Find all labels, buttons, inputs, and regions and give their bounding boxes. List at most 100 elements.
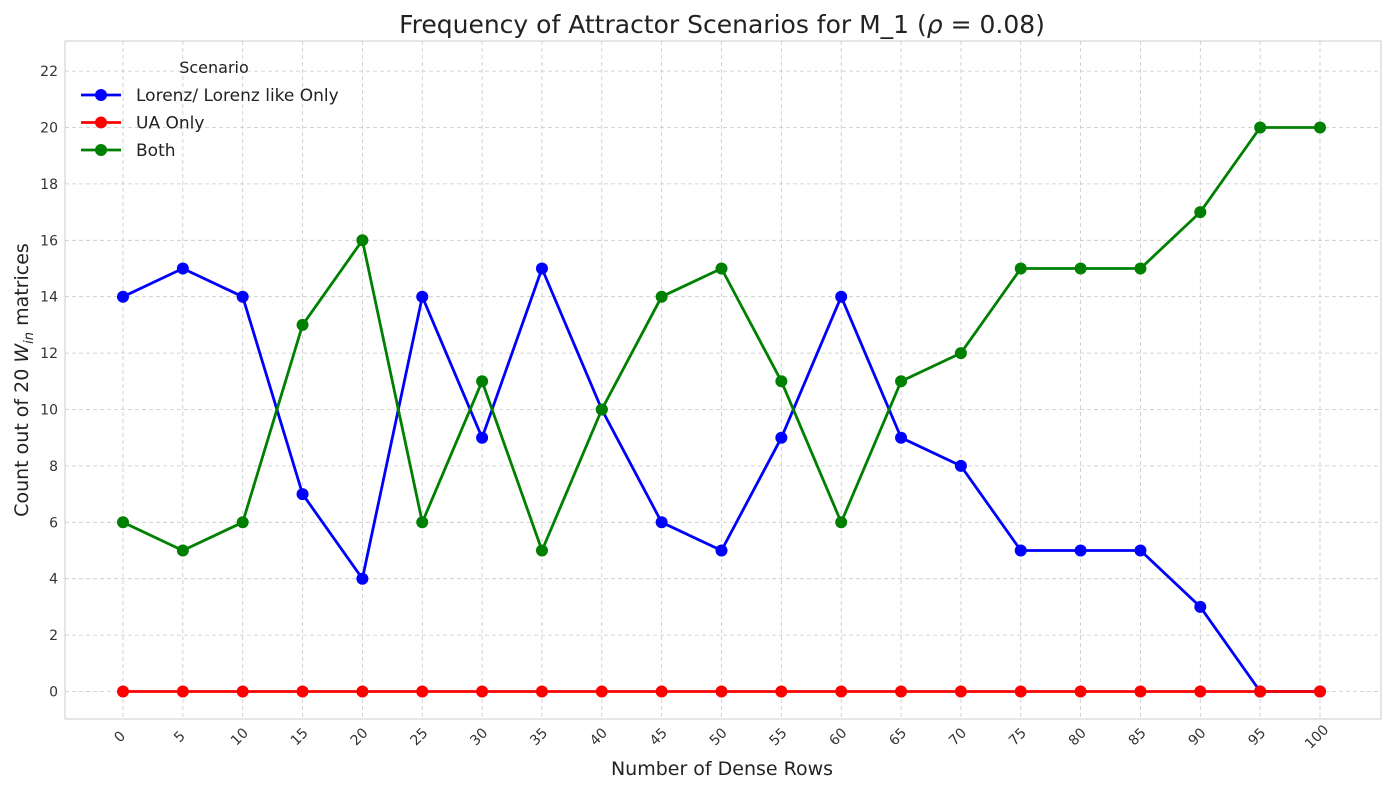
data-point bbox=[356, 572, 369, 585]
data-point bbox=[535, 685, 548, 698]
grid bbox=[65, 41, 1381, 719]
data-point bbox=[416, 685, 429, 698]
data-point bbox=[1194, 600, 1207, 613]
x-axis-label: Number of Dense Rows bbox=[611, 758, 833, 780]
x-tick-label: 50 bbox=[707, 725, 731, 749]
data-point bbox=[655, 685, 668, 698]
legend-marker bbox=[95, 89, 107, 101]
data-point bbox=[296, 318, 309, 331]
data-point bbox=[535, 262, 548, 275]
series-lines bbox=[117, 121, 1326, 698]
data-point bbox=[476, 375, 489, 388]
data-point bbox=[1134, 262, 1147, 275]
data-point bbox=[775, 375, 788, 388]
data-point bbox=[1074, 544, 1087, 557]
data-point bbox=[1194, 685, 1207, 698]
data-point bbox=[476, 431, 489, 444]
data-point bbox=[176, 262, 189, 275]
legend-marker bbox=[95, 144, 107, 156]
y-axis-label: Count out of 20 Win matrices bbox=[11, 243, 37, 517]
x-tick-label: 0 bbox=[111, 728, 129, 746]
x-tick-label: 65 bbox=[886, 725, 910, 749]
data-point bbox=[236, 290, 249, 303]
y-tick-label: 18 bbox=[40, 177, 58, 193]
data-point bbox=[1014, 544, 1027, 557]
x-tick-label: 85 bbox=[1126, 725, 1150, 749]
legend-label: UA Only bbox=[136, 114, 204, 134]
data-point bbox=[1074, 262, 1087, 275]
x-tick-label: 10 bbox=[228, 725, 252, 749]
y-tick-label: 16 bbox=[40, 233, 58, 249]
plot-area bbox=[64, 40, 1382, 720]
x-tick-label: 60 bbox=[826, 725, 850, 749]
data-point bbox=[835, 290, 848, 303]
data-point bbox=[954, 347, 967, 360]
x-tick-label: 20 bbox=[348, 725, 372, 749]
data-point bbox=[775, 431, 788, 444]
data-point bbox=[895, 431, 908, 444]
legend: Scenario Lorenz/ Lorenz like Only UA Only… bbox=[81, 58, 339, 161]
x-tick-label: 35 bbox=[527, 725, 551, 749]
data-point bbox=[117, 290, 129, 303]
x-tick-label: 5 bbox=[171, 728, 189, 746]
data-point bbox=[535, 544, 548, 557]
legend-item: Both bbox=[81, 141, 176, 161]
data-point bbox=[954, 459, 967, 472]
y-tick-label: 6 bbox=[49, 515, 58, 531]
data-point bbox=[476, 685, 489, 698]
data-point bbox=[595, 685, 608, 698]
data-point bbox=[1314, 121, 1326, 134]
data-point bbox=[835, 516, 848, 529]
legend-marker bbox=[95, 116, 107, 129]
legend-label: Lorenz/ Lorenz like Only bbox=[136, 86, 339, 106]
y-tick-label: 20 bbox=[40, 121, 58, 137]
data-point bbox=[715, 262, 728, 275]
y-tick-label: 22 bbox=[40, 64, 58, 80]
data-point bbox=[1134, 685, 1147, 698]
chart-title: Frequency of Attractor Scenarios for M_1… bbox=[399, 10, 1045, 39]
legend-item: UA Only bbox=[81, 114, 204, 134]
data-point bbox=[1014, 685, 1027, 698]
data-point bbox=[655, 516, 668, 529]
x-tick-label: 30 bbox=[467, 725, 491, 749]
legend-label: Both bbox=[136, 141, 176, 161]
series-1 bbox=[117, 685, 1326, 698]
data-point bbox=[954, 685, 967, 698]
data-point bbox=[296, 685, 309, 698]
x-tick-label: 80 bbox=[1066, 725, 1090, 749]
legend-title: Scenario bbox=[179, 58, 249, 77]
legend-item: Lorenz/ Lorenz like Only bbox=[81, 86, 339, 106]
series-2 bbox=[117, 121, 1326, 557]
data-point bbox=[1194, 206, 1207, 219]
x-tick-label: 70 bbox=[946, 725, 970, 749]
data-point bbox=[1014, 262, 1027, 275]
data-point bbox=[715, 685, 728, 698]
x-tick-label: 75 bbox=[1006, 725, 1030, 749]
data-point bbox=[296, 488, 309, 501]
y-tick-label: 4 bbox=[49, 572, 58, 588]
data-point bbox=[176, 544, 189, 557]
x-tick-label: 90 bbox=[1186, 725, 1210, 749]
x-tick-label: 40 bbox=[587, 725, 611, 749]
data-point bbox=[236, 516, 249, 529]
data-point bbox=[416, 516, 429, 529]
data-point bbox=[117, 516, 129, 529]
data-point bbox=[356, 234, 369, 247]
data-point bbox=[1254, 121, 1267, 134]
x-tick-label: 15 bbox=[288, 725, 312, 749]
data-point bbox=[1254, 685, 1267, 698]
data-point bbox=[236, 685, 249, 698]
data-point bbox=[176, 685, 189, 698]
data-point bbox=[1314, 685, 1326, 698]
y-tick-label: 0 bbox=[49, 685, 58, 701]
x-tick-label: 100 bbox=[1302, 722, 1332, 752]
data-point bbox=[775, 685, 788, 698]
data-point bbox=[895, 375, 908, 388]
x-tick-label: 45 bbox=[647, 725, 671, 749]
data-point bbox=[655, 290, 668, 303]
y-tick-label: 8 bbox=[49, 459, 58, 475]
data-point bbox=[715, 544, 728, 557]
data-point bbox=[1134, 544, 1147, 557]
data-point bbox=[595, 403, 608, 416]
